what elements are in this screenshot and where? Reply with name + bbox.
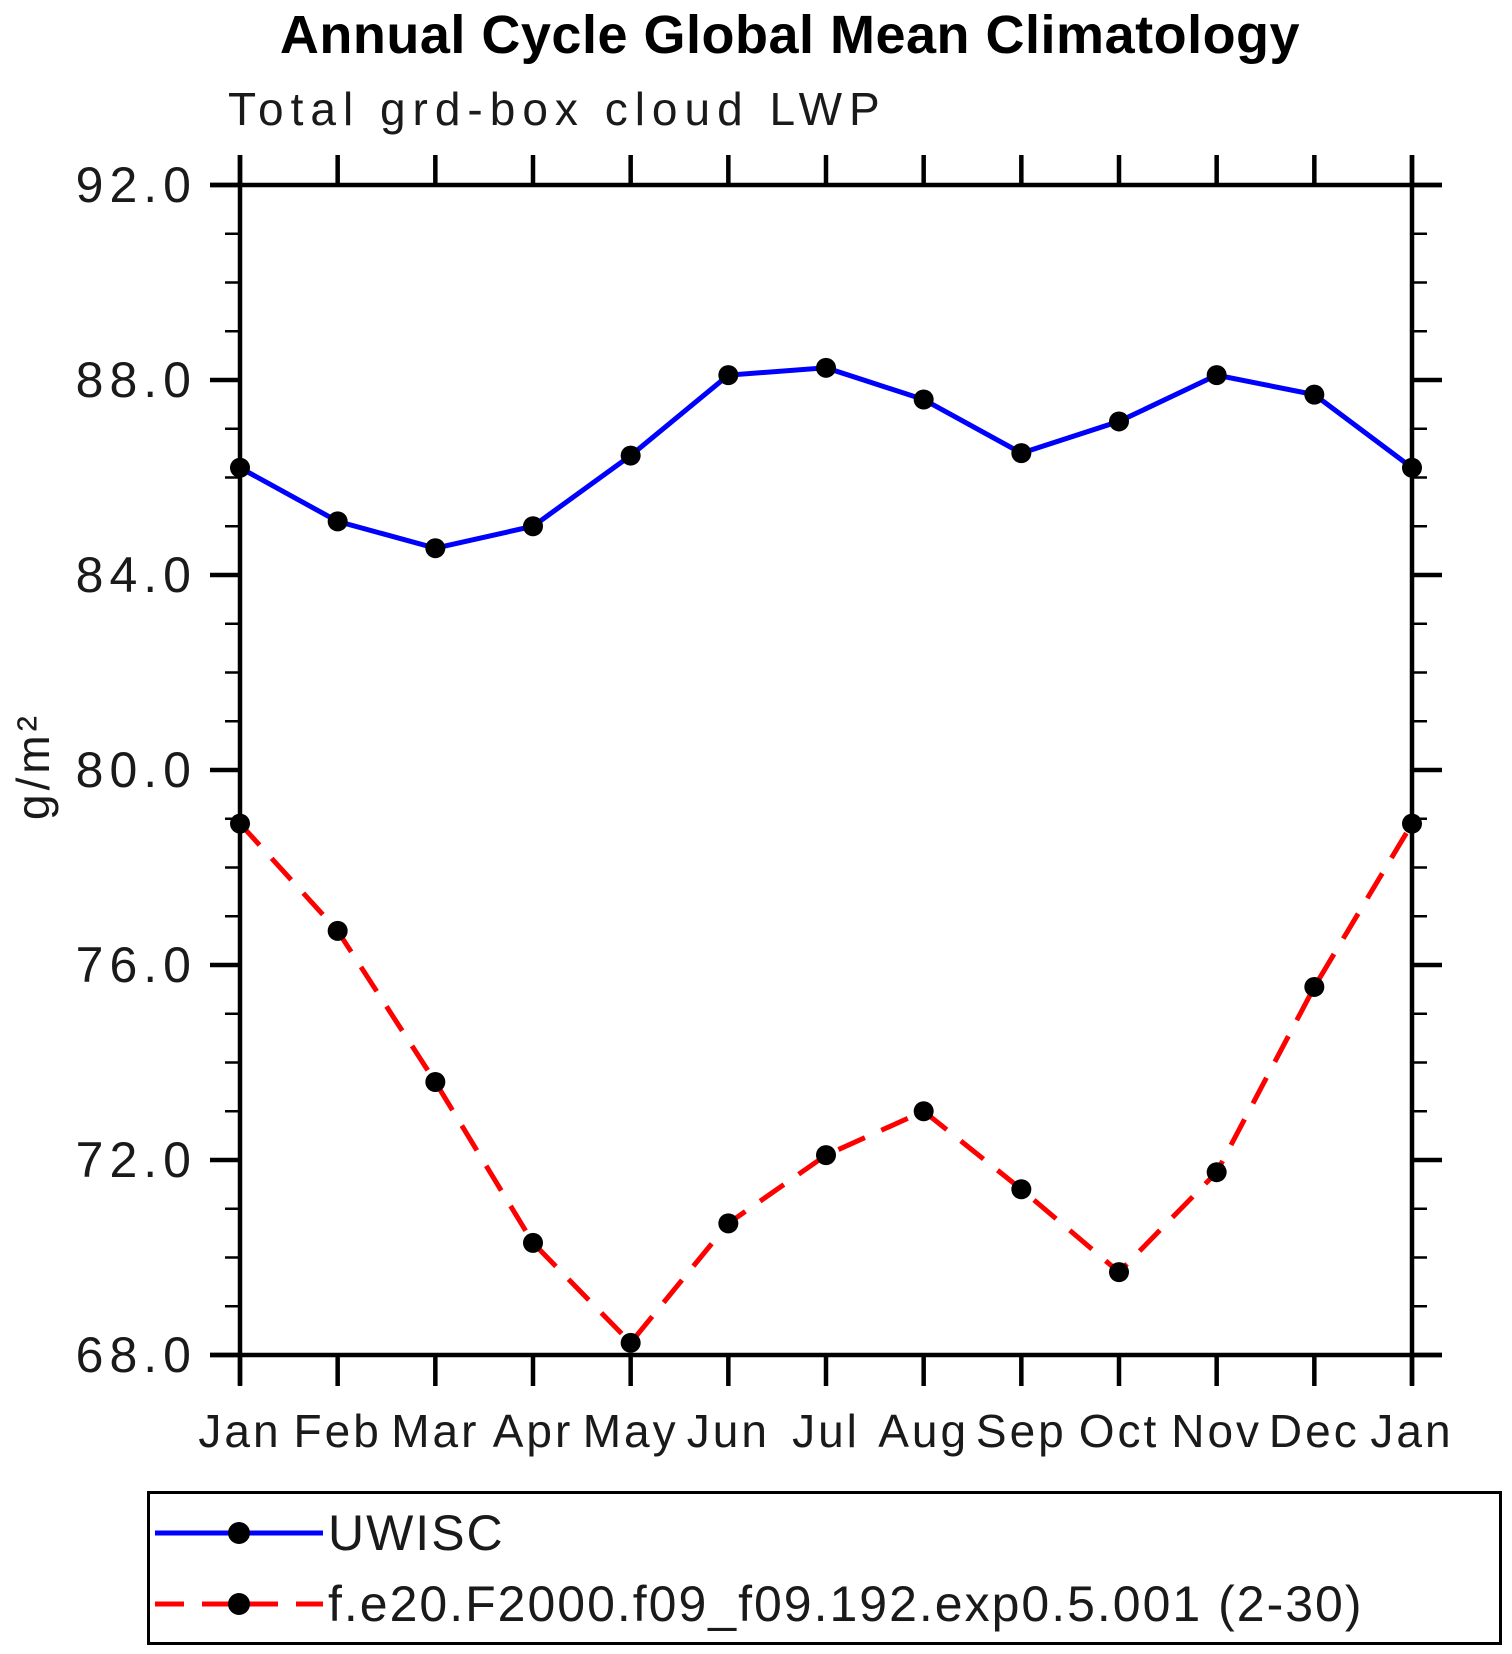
month-label: Jun <box>687 1405 770 1457</box>
y-tick-label: 88.0 <box>76 352 197 408</box>
y-tick-label: 80.0 <box>76 742 197 798</box>
uwisc-data-point-marker <box>718 365 739 386</box>
legend-sample-marker-icon <box>228 1593 250 1615</box>
y-tick-label: 68.0 <box>76 1327 197 1383</box>
legend-line-sample-uwisc <box>155 1522 323 1544</box>
uwisc-data-point-marker <box>1402 457 1422 478</box>
model-data-point-marker <box>1304 976 1325 997</box>
series-line-uwisc <box>238 365 1414 551</box>
legend-box: UWISC f.e20.F2000.f09_f09.192.exp0.5.001… <box>147 1491 1502 1645</box>
model-data-point-marker <box>230 813 250 834</box>
y-tick-label: 84.0 <box>76 547 197 603</box>
model-data-point-marker <box>913 1101 934 1122</box>
y-tick-label: 92.0 <box>76 157 197 213</box>
month-label: Aug <box>878 1405 969 1457</box>
month-label: Mar <box>391 1405 479 1457</box>
month-label: May <box>583 1405 679 1457</box>
model-data-point-marker <box>1206 1162 1227 1183</box>
month-label: Jan <box>198 1405 281 1457</box>
month-label: Sep <box>976 1405 1067 1457</box>
chart-subtitle: Total grd-box cloud LWP <box>228 83 887 135</box>
uwisc-data-point-marker <box>523 516 543 537</box>
y-tick-label: 76.0 <box>76 937 197 993</box>
month-label: Apr <box>493 1405 574 1457</box>
uwisc-data-point-marker <box>816 357 836 378</box>
legend-label-uwisc: UWISC <box>328 1505 505 1561</box>
y-tick-label: 72.0 <box>76 1132 197 1188</box>
uwisc-data-point-marker <box>620 445 641 466</box>
series-line-model <box>238 821 1415 1347</box>
model-data-point-marker <box>718 1213 739 1234</box>
model-data-point-marker <box>425 1072 446 1092</box>
legend-line-sample-model <box>155 1593 323 1615</box>
chart-title: Annual Cycle Global Mean Climatology <box>279 5 1301 65</box>
uwisc-data-point-marker <box>1011 443 1032 464</box>
uwisc-data-point-marker <box>425 538 446 559</box>
month-label: Feb <box>294 1405 382 1457</box>
uwisc-data-point-marker <box>1206 365 1227 386</box>
model-data-point-marker <box>620 1332 641 1353</box>
model-data-point-marker <box>523 1232 543 1253</box>
legend-label-model: f.e20.F2000.f09_f09.192.exp0.5.001 (2-30… <box>328 1576 1364 1632</box>
model-data-point-marker <box>1402 813 1422 834</box>
model-data-point-marker <box>816 1145 836 1166</box>
month-label: Nov <box>1171 1405 1262 1457</box>
month-label: Oct <box>1079 1405 1160 1457</box>
model-data-point-marker <box>1109 1262 1129 1283</box>
uwisc-data-point-marker <box>1109 411 1129 432</box>
uwisc-data-point-marker <box>327 511 348 532</box>
model-data-point-marker <box>1011 1179 1032 1200</box>
uwisc-data-point-marker <box>1304 384 1325 405</box>
month-label: Dec <box>1269 1405 1360 1457</box>
uwisc-data-point-marker <box>230 457 250 478</box>
model-data-point-marker <box>327 920 348 941</box>
legend-sample-marker-icon <box>228 1522 250 1544</box>
legend-entry-uwisc: UWISC <box>155 1505 505 1561</box>
month-label: Jul <box>792 1405 860 1457</box>
uwisc-data-point-marker <box>913 389 934 410</box>
legend-entry-model: f.e20.F2000.f09_f09.192.exp0.5.001 (2-30… <box>155 1576 1364 1632</box>
month-label: Jan <box>1370 1405 1453 1457</box>
